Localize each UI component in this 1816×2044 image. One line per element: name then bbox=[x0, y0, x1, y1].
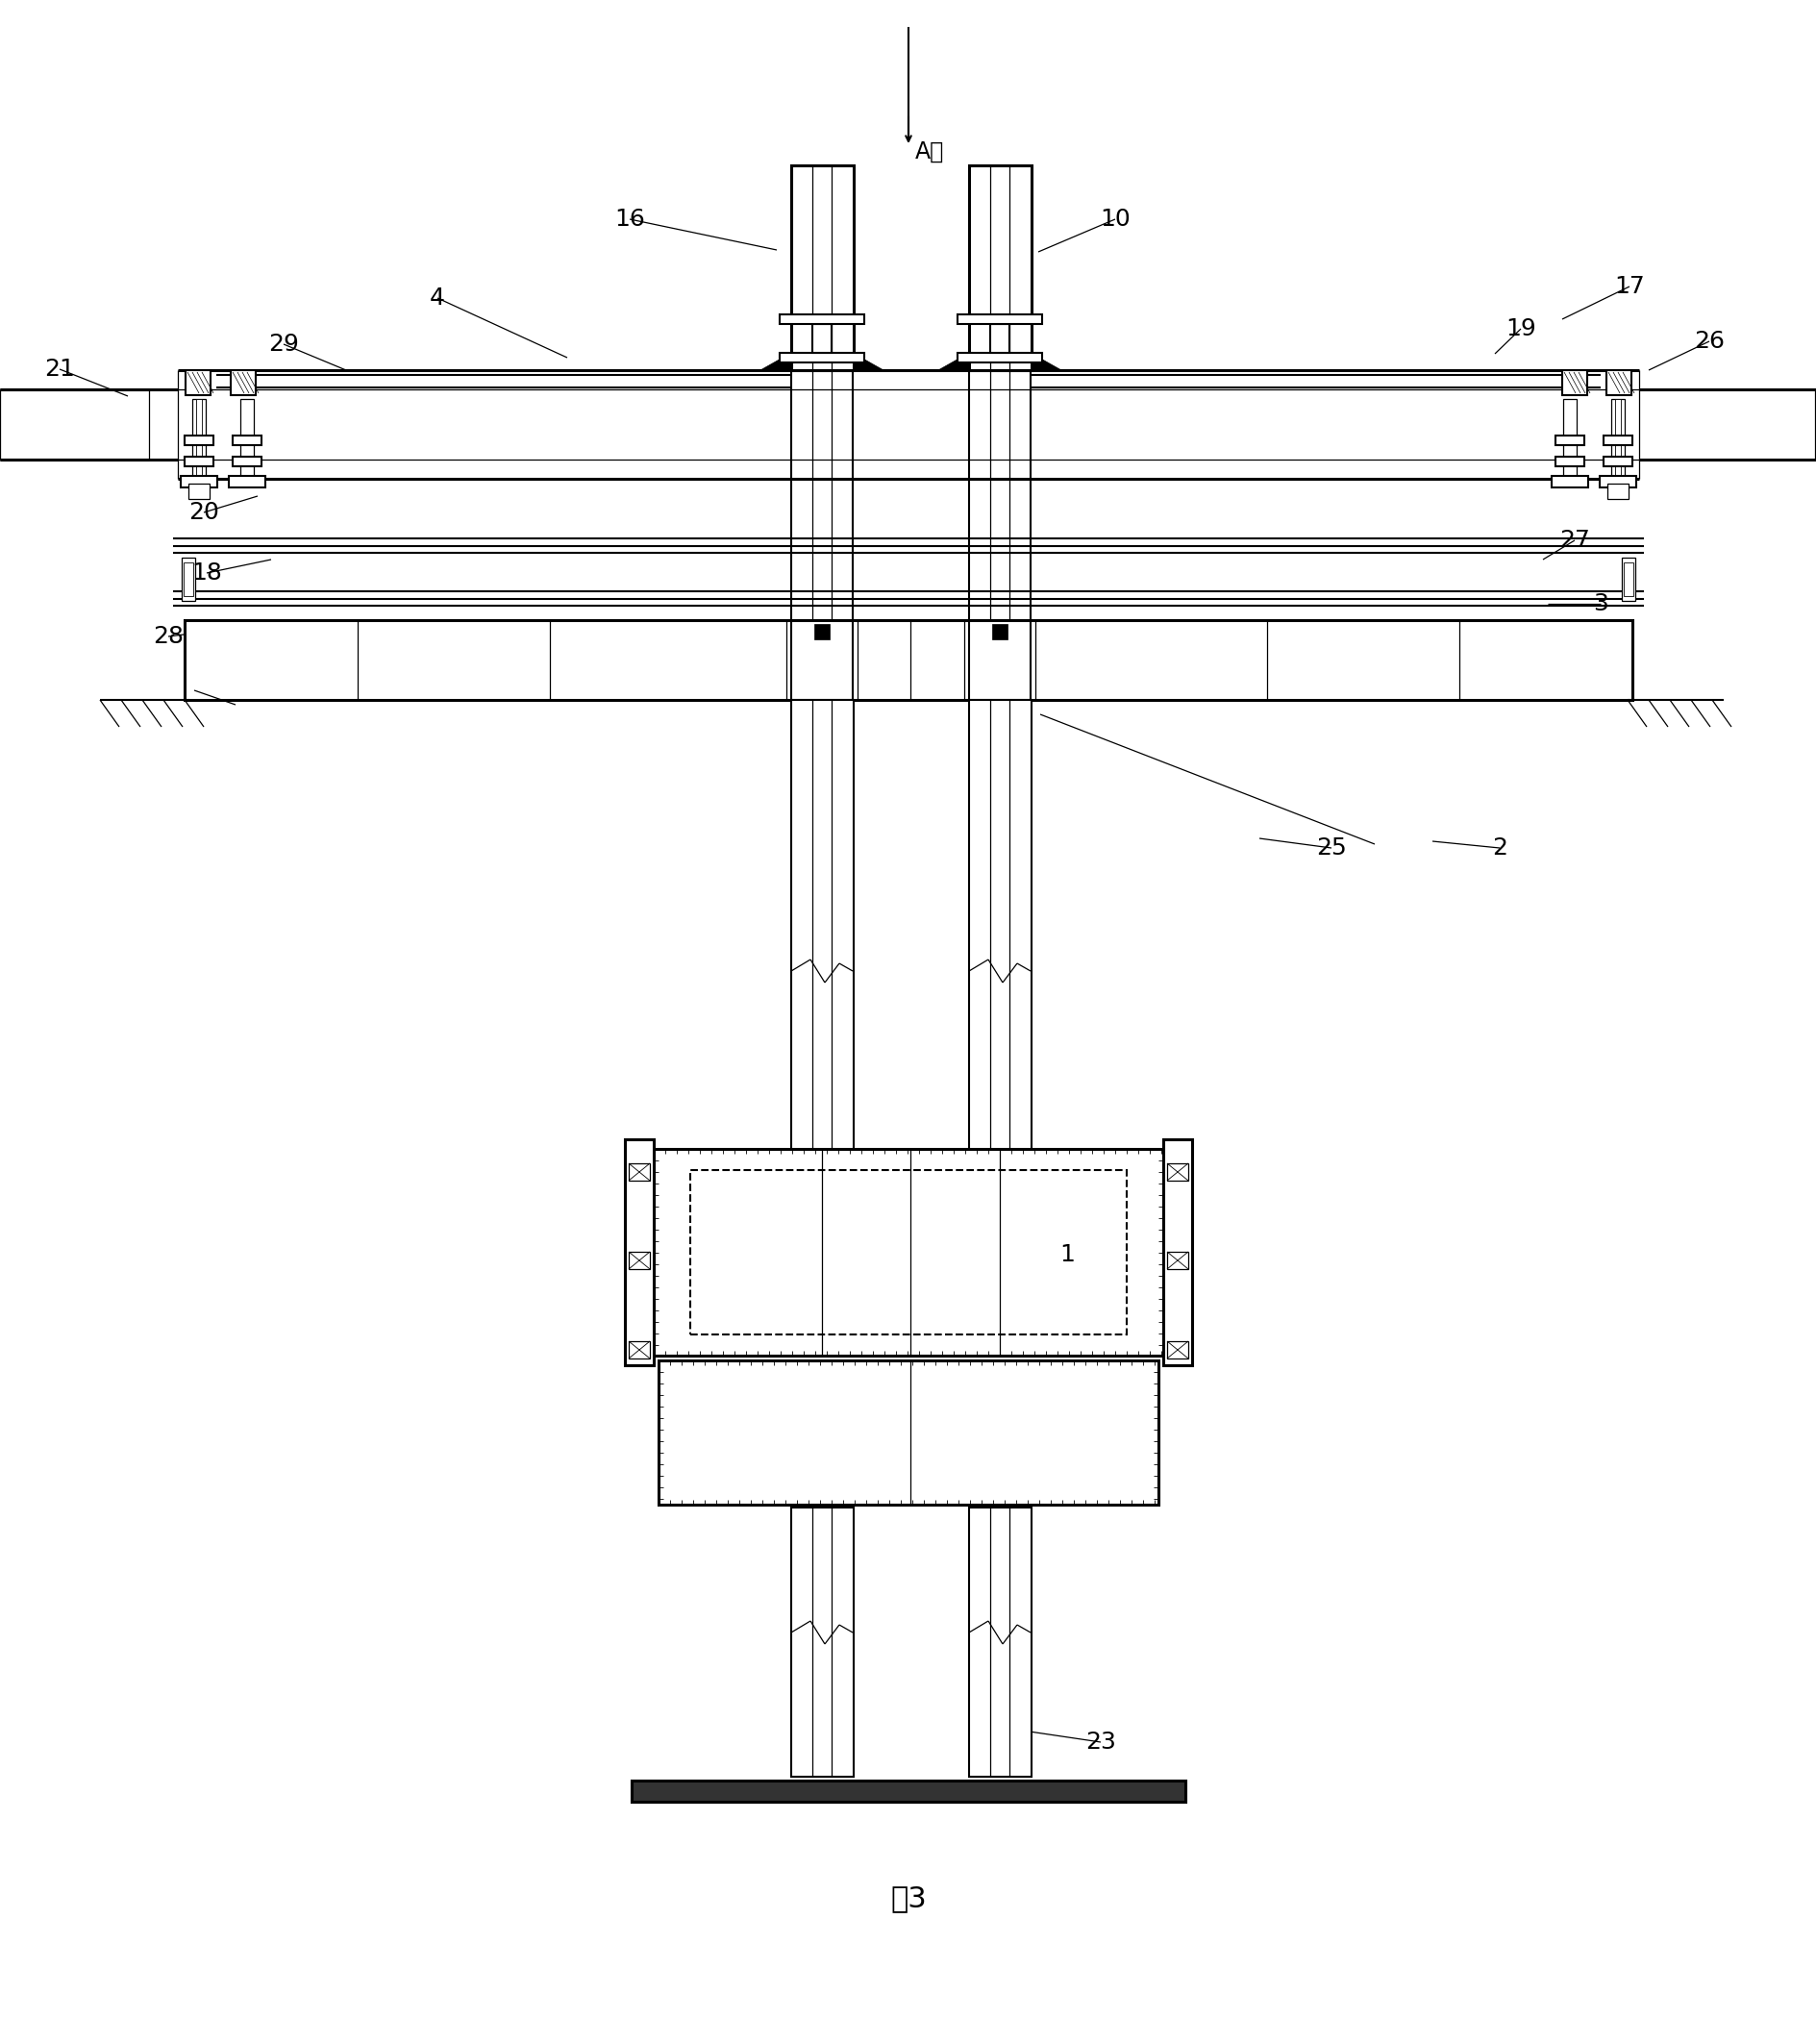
Bar bbox=[779, 315, 864, 325]
Bar bbox=[990, 325, 1010, 354]
Bar bbox=[185, 435, 212, 446]
Bar bbox=[185, 370, 211, 394]
Polygon shape bbox=[1030, 354, 1061, 370]
Bar bbox=[1614, 399, 1620, 486]
Bar bbox=[1624, 562, 1633, 597]
Bar bbox=[196, 399, 202, 486]
Bar bbox=[625, 1139, 654, 1365]
Bar bbox=[180, 476, 218, 486]
Polygon shape bbox=[852, 354, 883, 370]
Text: 19: 19 bbox=[1505, 317, 1535, 341]
Bar bbox=[632, 1780, 1184, 1801]
Bar bbox=[1162, 1139, 1191, 1365]
Bar bbox=[1605, 370, 1631, 394]
Bar bbox=[1166, 1163, 1188, 1181]
Bar bbox=[632, 1780, 1184, 1801]
Bar bbox=[790, 1508, 854, 1776]
Text: 2: 2 bbox=[1491, 836, 1507, 861]
Bar bbox=[1611, 399, 1624, 486]
Bar bbox=[957, 315, 1042, 325]
Bar bbox=[657, 1361, 1159, 1504]
Bar bbox=[1604, 435, 1631, 446]
Bar bbox=[1604, 456, 1631, 466]
Bar bbox=[628, 1341, 650, 1359]
Text: 17: 17 bbox=[1613, 276, 1643, 298]
Bar bbox=[814, 623, 830, 640]
Bar bbox=[1551, 476, 1587, 486]
Bar bbox=[1166, 1251, 1188, 1269]
Bar bbox=[654, 1149, 1162, 1355]
Text: A向: A向 bbox=[915, 141, 944, 164]
Bar bbox=[192, 399, 205, 486]
Text: 26: 26 bbox=[1693, 329, 1723, 354]
Text: 18: 18 bbox=[191, 562, 222, 585]
Bar bbox=[957, 354, 1042, 362]
Bar bbox=[1607, 484, 1627, 499]
Bar bbox=[232, 456, 262, 466]
Bar bbox=[1554, 435, 1584, 446]
Text: 25: 25 bbox=[1315, 836, 1346, 861]
Text: 16: 16 bbox=[614, 208, 645, 231]
Text: 21: 21 bbox=[44, 358, 74, 380]
Bar bbox=[812, 325, 832, 354]
Text: 27: 27 bbox=[1558, 529, 1589, 552]
Bar bbox=[690, 1169, 1126, 1335]
Bar bbox=[231, 370, 256, 394]
Bar bbox=[1598, 476, 1636, 486]
Bar bbox=[187, 372, 209, 392]
Text: 10: 10 bbox=[1099, 208, 1130, 231]
Bar bbox=[185, 456, 212, 466]
Bar bbox=[183, 562, 192, 597]
Text: 4: 4 bbox=[430, 286, 445, 309]
Bar bbox=[632, 1780, 1184, 1801]
Bar bbox=[628, 1163, 650, 1181]
Bar bbox=[968, 1508, 1031, 1776]
Bar bbox=[1166, 1341, 1188, 1359]
Bar bbox=[992, 623, 1006, 640]
Text: 图3: 图3 bbox=[890, 1885, 926, 1913]
Bar bbox=[232, 435, 262, 446]
Text: 3: 3 bbox=[1593, 593, 1607, 615]
Bar bbox=[182, 558, 194, 601]
Text: 23: 23 bbox=[1084, 1731, 1115, 1754]
Polygon shape bbox=[937, 354, 968, 370]
Bar bbox=[1562, 399, 1576, 486]
Bar bbox=[229, 476, 265, 486]
Bar bbox=[968, 699, 1031, 1151]
Bar bbox=[185, 619, 1631, 699]
Bar bbox=[968, 166, 1031, 370]
Text: 1: 1 bbox=[1059, 1243, 1075, 1265]
Text: 20: 20 bbox=[189, 501, 220, 523]
Bar bbox=[779, 354, 864, 362]
Bar bbox=[1622, 558, 1634, 601]
Bar bbox=[189, 484, 209, 499]
Polygon shape bbox=[761, 354, 790, 370]
Text: 28: 28 bbox=[153, 625, 183, 648]
Bar bbox=[628, 1251, 650, 1269]
Text: 29: 29 bbox=[269, 333, 300, 356]
Bar bbox=[1562, 370, 1587, 394]
Bar bbox=[1554, 456, 1584, 466]
Bar bbox=[187, 372, 209, 392]
Bar bbox=[790, 699, 854, 1151]
Bar bbox=[790, 166, 854, 370]
Bar bbox=[240, 399, 254, 486]
